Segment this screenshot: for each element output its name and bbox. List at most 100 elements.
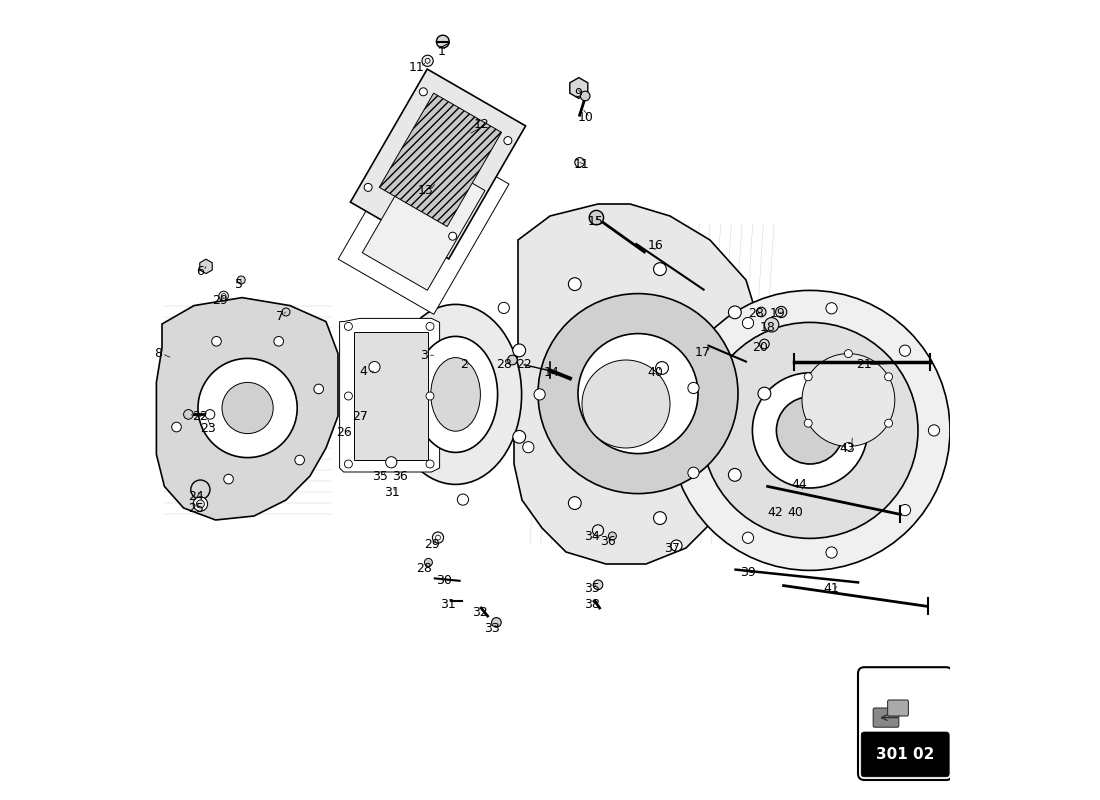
Circle shape: [504, 137, 512, 145]
Circle shape: [492, 618, 502, 627]
Circle shape: [206, 410, 214, 419]
Text: 41: 41: [824, 582, 839, 595]
Circle shape: [656, 362, 669, 374]
Circle shape: [425, 558, 432, 566]
Circle shape: [688, 382, 700, 394]
Circle shape: [419, 88, 427, 96]
Circle shape: [728, 469, 741, 482]
Circle shape: [426, 58, 430, 63]
Circle shape: [575, 158, 584, 167]
Circle shape: [760, 339, 769, 349]
Circle shape: [314, 384, 323, 394]
Text: 1: 1: [438, 45, 446, 58]
Circle shape: [421, 290, 432, 301]
Circle shape: [581, 91, 590, 101]
Text: 26: 26: [336, 426, 352, 439]
Polygon shape: [570, 78, 587, 98]
Circle shape: [426, 392, 434, 400]
Text: 24: 24: [188, 490, 204, 503]
Text: 30: 30: [436, 574, 451, 587]
Text: 11: 11: [408, 61, 425, 74]
Text: 7: 7: [276, 310, 284, 322]
Text: 18: 18: [760, 321, 775, 334]
Circle shape: [386, 457, 397, 468]
Text: 301 02: 301 02: [876, 747, 934, 762]
Circle shape: [688, 467, 700, 478]
Text: 44: 44: [792, 478, 807, 491]
Circle shape: [282, 308, 290, 316]
Circle shape: [513, 430, 526, 443]
Polygon shape: [338, 129, 509, 314]
Circle shape: [538, 294, 738, 494]
Circle shape: [432, 532, 443, 543]
Text: 28: 28: [496, 358, 512, 371]
Circle shape: [826, 302, 837, 314]
Text: 6: 6: [196, 265, 204, 278]
Circle shape: [742, 532, 754, 543]
Polygon shape: [340, 318, 440, 472]
Circle shape: [593, 580, 603, 590]
Circle shape: [437, 35, 449, 48]
Circle shape: [436, 535, 440, 540]
Circle shape: [900, 345, 911, 356]
Polygon shape: [379, 93, 502, 226]
Circle shape: [219, 291, 229, 301]
Text: 34: 34: [584, 530, 600, 543]
Circle shape: [344, 322, 352, 330]
Polygon shape: [354, 332, 428, 460]
Circle shape: [498, 302, 509, 314]
Circle shape: [884, 419, 892, 427]
Circle shape: [211, 337, 221, 346]
Text: 21: 21: [856, 358, 871, 371]
Text: 23: 23: [200, 422, 216, 435]
Circle shape: [426, 460, 434, 468]
Circle shape: [534, 389, 546, 400]
Text: 9: 9: [574, 87, 582, 100]
Polygon shape: [362, 153, 485, 290]
Circle shape: [702, 322, 918, 538]
Circle shape: [608, 532, 616, 540]
Text: 40: 40: [788, 506, 803, 519]
Text: 29: 29: [424, 538, 440, 551]
Circle shape: [422, 55, 433, 66]
Text: 39: 39: [739, 566, 756, 579]
Circle shape: [653, 262, 667, 275]
FancyBboxPatch shape: [861, 732, 949, 777]
Text: 11: 11: [574, 158, 590, 171]
Text: 31: 31: [440, 598, 455, 611]
Circle shape: [449, 232, 456, 240]
Polygon shape: [200, 259, 212, 274]
Text: 3: 3: [420, 349, 428, 362]
Circle shape: [569, 497, 581, 510]
Text: 2: 2: [460, 358, 467, 371]
Text: 12: 12: [474, 118, 490, 131]
Text: 36: 36: [600, 535, 616, 548]
Circle shape: [197, 500, 205, 508]
Circle shape: [653, 512, 667, 525]
Text: 20: 20: [751, 341, 768, 354]
Text: 40: 40: [648, 366, 663, 379]
Text: 37: 37: [663, 542, 680, 555]
Circle shape: [578, 334, 698, 454]
Circle shape: [777, 397, 844, 464]
Text: 31: 31: [384, 486, 399, 499]
Circle shape: [582, 360, 670, 448]
Text: 29: 29: [211, 294, 228, 307]
Circle shape: [344, 392, 352, 400]
Text: 36: 36: [392, 470, 407, 483]
Ellipse shape: [431, 358, 481, 431]
Circle shape: [368, 362, 381, 373]
FancyBboxPatch shape: [858, 667, 953, 780]
Text: 5: 5: [234, 278, 243, 291]
Circle shape: [670, 290, 950, 570]
Polygon shape: [156, 298, 338, 520]
Circle shape: [804, 373, 812, 381]
Text: 14: 14: [543, 366, 560, 379]
Text: 35: 35: [372, 470, 387, 483]
Text: manuales.ws: manuales.ws: [396, 378, 704, 422]
Circle shape: [758, 387, 771, 400]
Circle shape: [928, 425, 939, 436]
FancyBboxPatch shape: [873, 708, 899, 727]
Circle shape: [742, 318, 754, 329]
Text: 15: 15: [587, 215, 604, 228]
